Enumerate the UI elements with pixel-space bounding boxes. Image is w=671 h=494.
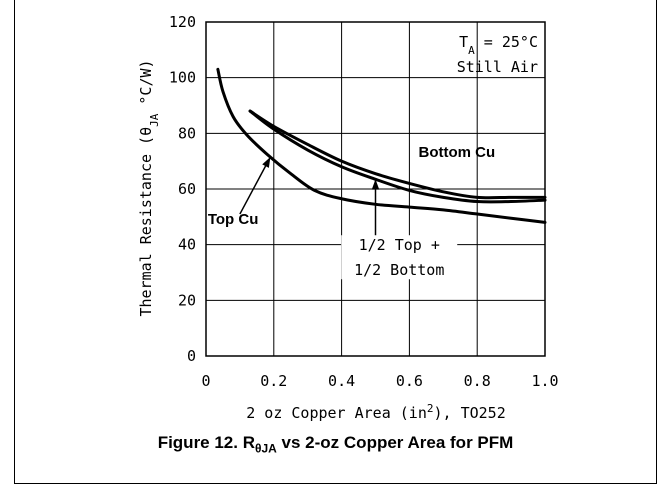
y-tick-label: 120	[169, 13, 196, 31]
conditions-temp: TA = 25°C	[459, 33, 538, 57]
label-top-cu: Top Cu	[208, 211, 259, 228]
y-tick-label: 100	[169, 69, 196, 87]
y-axis-label: Thermal Resistance (θJA °C/W)	[137, 59, 161, 316]
plot-border	[205, 21, 546, 357]
arrow-half-half-head	[371, 179, 380, 190]
x-tick-label: 0.8	[464, 372, 491, 390]
x-tick-labels: 0 0.2 0.4 0.6 0.8 1.0	[201, 372, 558, 390]
figure-caption: Figure 12. RθJA vs 2-oz Copper Area for …	[157, 433, 514, 456]
x-tick-label: 0.6	[396, 372, 423, 390]
series-bottom-cu	[248, 109, 547, 200]
arrow-top-cu	[239, 156, 272, 215]
y-tick-label: 60	[178, 180, 196, 198]
y-tick-labels: 0 20 40 60 80 100 120	[169, 13, 196, 365]
label-half-top: 1/2 Top +	[359, 236, 440, 254]
x-tick-label: 0.2	[260, 372, 287, 390]
conditions-air: Still Air	[457, 58, 538, 76]
y-tick-label: 20	[178, 291, 196, 309]
arrow-top-cu-head	[262, 156, 271, 168]
x-tick-label: 0	[201, 372, 210, 390]
y-tick-label: 0	[187, 347, 196, 365]
label-half-background	[341, 235, 458, 280]
series-half-half	[248, 109, 547, 204]
series-top-cu	[216, 67, 547, 224]
x-tick-label: 1.0	[531, 372, 558, 390]
annotation-arrows	[239, 156, 380, 237]
label-bottom-cu: Bottom Cu	[419, 144, 496, 161]
figure-frame	[14, 0, 657, 484]
y-tick-label: 40	[178, 236, 196, 254]
y-tick-label: 80	[178, 124, 196, 142]
series-lines	[216, 67, 547, 224]
x-tick-label: 0.4	[328, 372, 355, 390]
x-axis-label: 2 oz Copper Area (in2), TO252	[246, 402, 506, 423]
label-half-bottom: 1/2 Bottom	[354, 261, 444, 279]
